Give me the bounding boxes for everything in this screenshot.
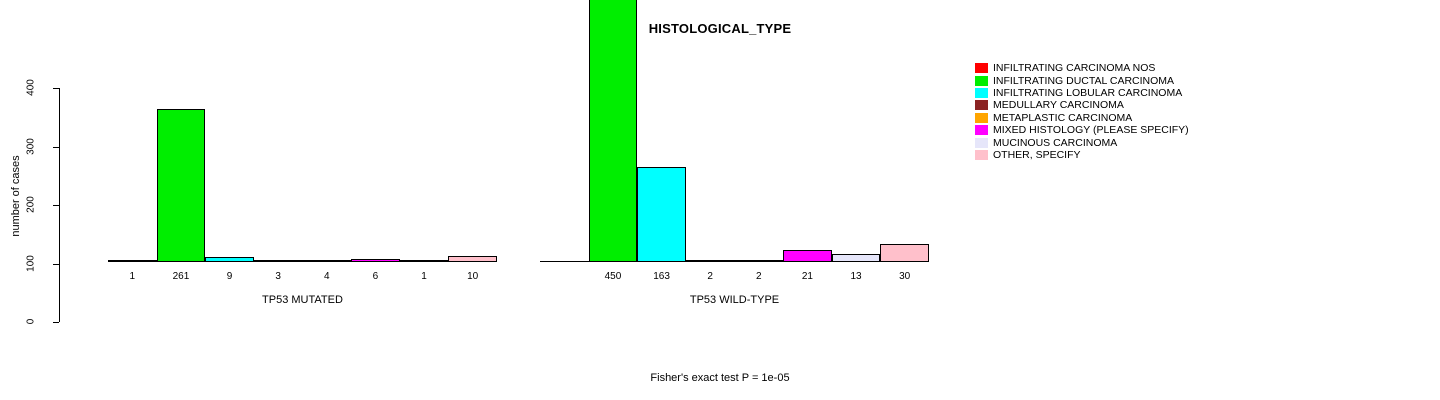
y-axis-label: number of cases <box>10 155 22 237</box>
y-axis-line <box>59 88 60 322</box>
legend-item-label: METAPLASTIC CARCINOMA <box>993 111 1133 124</box>
y-axis-tick <box>53 322 59 323</box>
panel-tp53-wild-type: 450 163 2 2 21 13 30 TP53 WILD-TYPE <box>540 0 929 340</box>
y-axis-tick-label: 0 <box>25 318 37 325</box>
legend-swatch-icon <box>975 125 988 136</box>
page-title: HISTOLOGICAL_TYPE <box>648 21 792 36</box>
legend-swatch-icon <box>975 149 988 160</box>
y-axis-tick-label: 300 <box>25 137 37 155</box>
bars-tp53-mutated <box>108 50 497 262</box>
legend-item-label: MEDULLARY CARCINOMA <box>993 99 1124 112</box>
panel-caption-mutated: TP53 MUTATED <box>262 294 343 306</box>
bar <box>637 166 686 262</box>
bar-value-label: 450 <box>604 271 622 282</box>
legend-item: MIXED HISTOLOGY (PLEASE SPECIFY) <box>975 124 1189 136</box>
legend-item-label: INFILTRATING DUCTAL CARCINOMA <box>993 74 1175 87</box>
bar-value-label: 1 <box>129 271 136 282</box>
bar <box>156 109 206 262</box>
legend-item-label: INFILTRATING CARCINOMA NOS <box>993 62 1156 75</box>
bar-value-label: 13 <box>850 271 862 282</box>
panel-caption-wildtype: TP53 WILD-TYPE <box>689 294 780 306</box>
statistical-annotation: Fisher's exact test P = 1e-05 <box>650 372 790 384</box>
bar-value-label: 4 <box>324 271 330 282</box>
bar-value-label: 9 <box>226 271 233 282</box>
bar <box>880 244 929 262</box>
legend-swatch-icon <box>975 100 988 111</box>
y-axis-tick <box>53 263 59 265</box>
legend-item-label: OTHER, SPECIFY <box>993 148 1081 161</box>
bar-value-label: 163 <box>653 271 670 282</box>
legend-swatch-icon <box>975 75 988 86</box>
bar-value-label: 2 <box>756 271 762 282</box>
bar-value-label: 3 <box>275 271 281 282</box>
legend-swatch-icon <box>975 63 988 74</box>
y-axis-tick <box>53 146 59 148</box>
bar-value-label: 6 <box>372 271 379 282</box>
bar-value-label: 21 <box>801 271 813 282</box>
y-axis-tick-label: 100 <box>25 254 37 272</box>
legend-item-label: MIXED HISTOLOGY (PLEASE SPECIFY) <box>993 124 1189 137</box>
bar-value-label: 30 <box>899 271 911 282</box>
panel-tp53-mutated: 1 261 9 3 4 6 1 10 TP53 MUTATED <box>108 50 497 340</box>
y-axis-tick-label: 400 <box>25 79 37 96</box>
bar-value-label: 2 <box>707 271 713 282</box>
y-axis-tick <box>53 88 59 89</box>
y-axis-tick-label: 200 <box>25 196 37 213</box>
legend-item: MUCINOUS CARCINOMA <box>975 136 1189 148</box>
legend-item: INFILTRATING DUCTAL CARCINOMA <box>975 74 1189 86</box>
y-axis-tick <box>53 205 59 206</box>
x-axis-line-mutated <box>108 261 497 262</box>
bars-tp53-wild-type <box>540 0 929 262</box>
legend-item: INFILTRATING LOBULAR CARCINOMA <box>975 87 1189 99</box>
bar-value-label: 261 <box>172 271 190 282</box>
legend-item-label: MUCINOUS CARCINOMA <box>993 136 1118 149</box>
legend-item: OTHER, SPECIFY <box>975 149 1189 161</box>
bar <box>588 0 638 262</box>
legend-item: INFILTRATING CARCINOMA NOS <box>975 62 1189 74</box>
bar-value-label: 1 <box>421 271 427 282</box>
legend-swatch-icon <box>975 112 988 123</box>
x-axis-line-wildtype <box>540 261 929 262</box>
legend-item: METAPLASTIC CARCINOMA <box>975 112 1189 124</box>
legend-item: MEDULLARY CARCINOMA <box>975 99 1189 111</box>
legend: INFILTRATING CARCINOMA NOS INFILTRATING D… <box>975 62 1189 161</box>
legend-swatch-icon <box>975 137 988 148</box>
legend-swatch-icon <box>975 87 988 98</box>
bar-value-label: 10 <box>467 271 479 282</box>
legend-item-label: INFILTRATING LOBULAR CARCINOMA <box>993 86 1183 99</box>
